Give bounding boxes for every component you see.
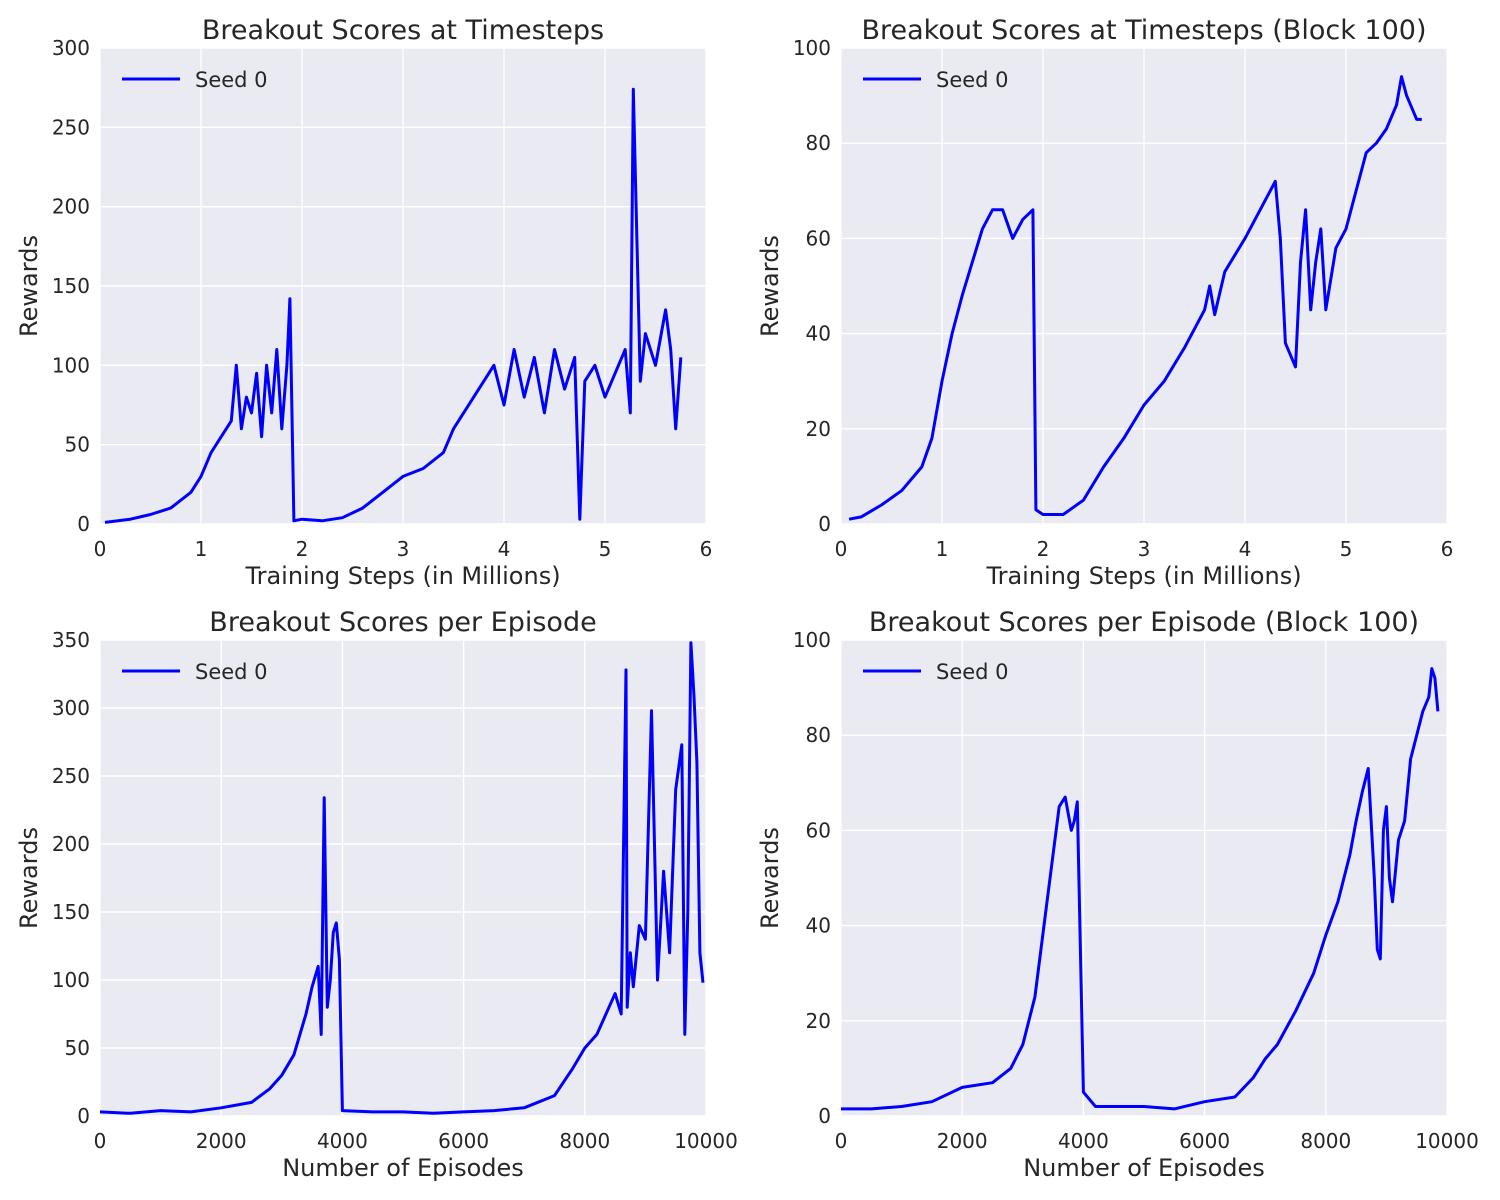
y-tick-label: 40 bbox=[806, 914, 831, 938]
y-tick-label: 20 bbox=[806, 417, 831, 441]
y-tick-label: 250 bbox=[52, 764, 90, 788]
x-tick-label: 4000 bbox=[317, 1129, 368, 1153]
x-tick-label: 5 bbox=[599, 537, 612, 561]
x-tick-label: 5 bbox=[1340, 537, 1353, 561]
chart-panel-4: 0 2000 4000 6000 8000 10000 0 20 40 60 80 100 Breako… bbox=[756, 607, 1479, 1182]
x-tick-label: 2 bbox=[296, 537, 309, 561]
legend: Seed 0 bbox=[122, 660, 268, 684]
y-tick-label: 0 bbox=[818, 1104, 831, 1128]
series-line-seed-0 bbox=[848, 75, 1422, 521]
y-tick-label: 300 bbox=[52, 696, 90, 720]
x-tick-label: 2000 bbox=[937, 1129, 988, 1153]
chart-title: Breakout Scores per Episode (Block 100) bbox=[869, 607, 1419, 638]
y-tick-label: 300 bbox=[52, 36, 90, 60]
legend-label: Seed 0 bbox=[936, 660, 1009, 684]
y-tick-label: 100 bbox=[52, 353, 90, 377]
x-tick-label: 6000 bbox=[1179, 1129, 1230, 1153]
x-tick-label: 3 bbox=[397, 537, 410, 561]
y-tick-label: 100 bbox=[793, 36, 831, 60]
y-tick-label: 40 bbox=[806, 322, 831, 346]
y-tick-label: 350 bbox=[52, 628, 90, 652]
legend: Seed 0 bbox=[863, 68, 1009, 92]
legend-label: Seed 0 bbox=[195, 68, 268, 92]
y-tick-label: 100 bbox=[793, 628, 831, 652]
x-axis-label: Number of Episodes bbox=[1023, 1154, 1265, 1182]
x-axis-label: Training Steps (in Millions) bbox=[985, 562, 1301, 590]
legend-label: Seed 0 bbox=[936, 68, 1009, 92]
y-axis-label: Rewards bbox=[756, 827, 784, 929]
y-tick-label: 20 bbox=[806, 1009, 831, 1033]
y-tick-label: 200 bbox=[52, 195, 90, 219]
y-tick-label: 60 bbox=[806, 818, 831, 842]
y-tick-label: 50 bbox=[65, 1036, 90, 1060]
x-tick-label: 1 bbox=[195, 537, 208, 561]
y-tick-label: 0 bbox=[818, 512, 831, 536]
x-tick-label: 8000 bbox=[1300, 1129, 1351, 1153]
x-tick-label: 10000 bbox=[674, 1129, 738, 1153]
series-line-seed-0 bbox=[104, 87, 683, 524]
x-tick-label: 6000 bbox=[438, 1129, 489, 1153]
y-axis-label: Rewards bbox=[756, 235, 784, 337]
y-tick-label: 150 bbox=[52, 900, 90, 924]
x-tick-label: 4000 bbox=[1058, 1129, 1109, 1153]
y-tick-label: 200 bbox=[52, 832, 90, 856]
y-tick-label: 50 bbox=[65, 433, 90, 457]
y-axis-label: Rewards bbox=[15, 235, 43, 337]
legend-label: Seed 0 bbox=[195, 660, 268, 684]
x-tick-label: 0 bbox=[94, 537, 107, 561]
chart-panel-3: 0 2000 4000 6000 8000 10000 0 50 100 150 200 250 300… bbox=[15, 607, 738, 1182]
legend: Seed 0 bbox=[122, 68, 268, 92]
y-tick-label: 0 bbox=[77, 512, 90, 536]
chart-panel-1: 0 1 2 3 4 5 6 0 50 100 150 200 250 300 Breakout Scores… bbox=[15, 15, 712, 590]
x-tick-label: 6 bbox=[1441, 537, 1454, 561]
y-tick-label: 100 bbox=[52, 968, 90, 992]
plot-area bbox=[841, 640, 1447, 1116]
x-tick-label: 0 bbox=[835, 1129, 848, 1153]
x-tick-label: 10000 bbox=[1415, 1129, 1479, 1153]
x-tick-label: 0 bbox=[94, 1129, 107, 1153]
y-axis-label: Rewards bbox=[15, 827, 43, 929]
y-tick-label: 150 bbox=[52, 274, 90, 298]
x-axis-label: Number of Episodes bbox=[282, 1154, 524, 1182]
x-tick-label: 4 bbox=[498, 537, 511, 561]
x-tick-label: 4 bbox=[1239, 537, 1252, 561]
chart-title: Breakout Scores at Timesteps (Block 100) bbox=[862, 15, 1427, 46]
legend: Seed 0 bbox=[863, 660, 1009, 684]
plot-area bbox=[100, 640, 706, 1116]
y-tick-label: 80 bbox=[806, 131, 831, 155]
x-axis-label: Training Steps (in Millions) bbox=[244, 562, 560, 590]
x-tick-label: 3 bbox=[1138, 537, 1151, 561]
x-tick-label: 2 bbox=[1037, 537, 1050, 561]
x-tick-label: 6 bbox=[700, 537, 713, 561]
x-tick-label: 8000 bbox=[559, 1129, 610, 1153]
y-tick-label: 250 bbox=[52, 115, 90, 139]
series-line-seed-0 bbox=[841, 667, 1440, 1111]
series-line-seed-0 bbox=[100, 641, 705, 1115]
y-tick-label: 80 bbox=[806, 723, 831, 747]
y-tick-label: 0 bbox=[77, 1104, 90, 1128]
y-tick-label: 60 bbox=[806, 226, 831, 250]
x-tick-label: 1 bbox=[936, 537, 949, 561]
x-tick-label: 2000 bbox=[196, 1129, 247, 1153]
chart-title: Breakout Scores at Timesteps bbox=[202, 15, 604, 46]
chart-title: Breakout Scores per Episode bbox=[209, 607, 596, 638]
x-tick-label: 0 bbox=[835, 537, 848, 561]
